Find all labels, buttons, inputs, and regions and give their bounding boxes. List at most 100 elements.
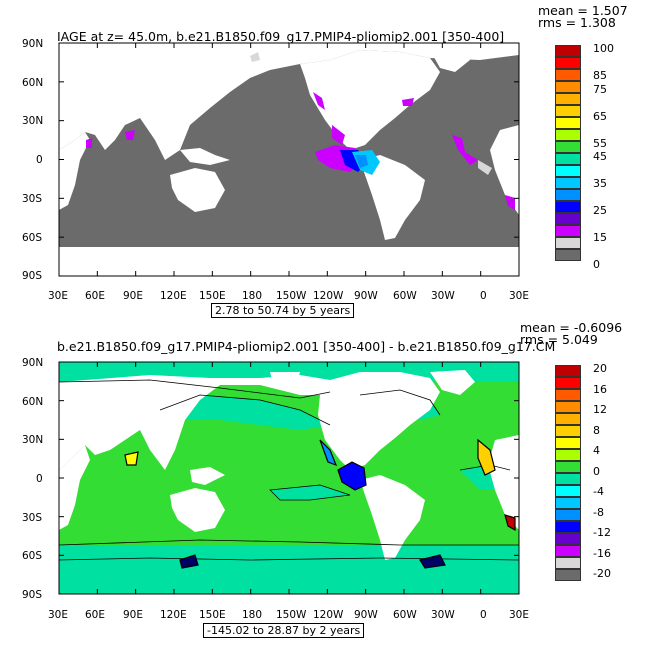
colorbar-swatch (555, 105, 581, 117)
panel2-lon-6: 150W (276, 609, 307, 621)
panel2-lon-3: 120E (160, 609, 187, 621)
panel2-coastal-anomalies (124, 438, 516, 569)
colorbar-label: 25 (593, 204, 607, 217)
panel1-ticks (58, 42, 520, 277)
panel1-range-label: 2.78 to 50.74 by 5 years (211, 303, 355, 318)
panel2-lon-9: 60W (393, 609, 417, 621)
panel1-lat-0: 90N (22, 38, 44, 50)
colorbar-swatch (555, 225, 581, 237)
colorbar-swatch (555, 557, 581, 569)
colorbar-swatch (555, 249, 581, 261)
colorbar-label: 0 (593, 464, 600, 478)
panel1-lat-4: 30S (22, 193, 43, 205)
colorbar-swatch (555, 533, 581, 545)
colorbar-swatch (555, 545, 581, 557)
panel2-lon-12: 30E (509, 609, 529, 621)
panel1-lat-6: 90S (22, 270, 43, 282)
panel2-lon-2: 90E (123, 609, 143, 621)
colorbar-label: -16 (593, 546, 611, 560)
panel1-lat-3: 0 (36, 154, 43, 166)
panel1-rms: rms = 1.308 (538, 15, 616, 30)
colorbar-label: 65 (593, 109, 607, 123)
colorbar-swatch (555, 473, 581, 485)
colorbar-label: 75 (593, 82, 607, 96)
panel1-land (59, 43, 519, 276)
colorbar-label: 100 (593, 42, 614, 55)
panel2-lat-2: 30N (22, 434, 44, 446)
panel1-lon-12: 30E (509, 290, 529, 302)
colorbar-label: 35 (593, 177, 607, 190)
panel2-lon-8: 90W (354, 609, 378, 621)
colorbar-label: 20 (593, 362, 607, 375)
colorbar-swatch (555, 117, 581, 129)
colorbar-swatch (555, 461, 581, 473)
panel1-lon-4: 150E (199, 290, 226, 302)
panel1-age-patches (86, 52, 515, 210)
panel2-title: b.e21.B1850.f09_g17.PMIP4-pliomip2.001 [… (57, 339, 556, 354)
panel2-lat-0: 90N (22, 357, 44, 369)
colorbar-label: 12 (593, 403, 607, 416)
colorbar-label: 55 (593, 136, 607, 150)
panel2-lon-11: 0 (480, 609, 487, 621)
panel1-lat-5: 60S (22, 232, 43, 244)
colorbar-swatch (555, 509, 581, 521)
colorbar-label: -20 (593, 567, 611, 580)
panel1-lon-0: 30E (48, 290, 68, 302)
panel1-lon-6: 150W (276, 290, 307, 302)
colorbar-swatch (555, 165, 581, 177)
colorbar-swatch (555, 389, 581, 401)
panel1-lon-7: 120W (313, 290, 344, 302)
colorbar-swatch (555, 201, 581, 213)
panel2-lon-7: 120W (313, 609, 344, 621)
colorbar-label: -4 (593, 485, 604, 498)
colorbar-swatch (555, 569, 581, 581)
colorbar-swatch (555, 57, 581, 69)
colorbar-swatch (555, 485, 581, 497)
panel1-lon-10: 30W (431, 290, 455, 302)
colorbar-swatch (555, 69, 581, 81)
colorbar-swatch (555, 425, 581, 437)
panel1-lon-3: 120E (160, 290, 187, 302)
colorbar-swatch (555, 365, 581, 377)
panel2-lat-4: 30S (22, 512, 43, 524)
panel1-title: IAGE at z= 45.0m, b.e21.B1850.f09_g17.PM… (57, 29, 505, 44)
colorbar-label: 0 (593, 258, 600, 271)
panel2-lon-5: 180 (242, 609, 263, 621)
panel2-range-label: -145.02 to 28.87 by 2 years (203, 623, 365, 638)
panel2-lon-4: 150E (199, 609, 226, 621)
panel2-ticks (58, 361, 520, 595)
colorbar-label: 4 (593, 444, 600, 457)
colorbar-swatch (555, 449, 581, 461)
colorbar-swatch (555, 129, 581, 141)
colorbar-swatch (555, 189, 581, 201)
panel1-lat-1: 60N (22, 77, 44, 89)
colorbar-label: 15 (593, 231, 607, 244)
panel2-lon-1: 60E (85, 609, 105, 621)
panel1-lon-8: 90W (354, 290, 378, 302)
colorbar-swatch (555, 377, 581, 389)
panel2-lat-6: 90S (22, 589, 43, 601)
panel1-lat-2: 30N (22, 115, 44, 127)
panel1-lon-9: 60W (393, 290, 417, 302)
colorbar-label: 16 (593, 382, 607, 396)
colorbar-label: -8 (593, 505, 604, 519)
colorbar-label: 8 (593, 423, 600, 437)
panel1-mean: mean = 1.507 (538, 3, 628, 18)
panel1-lon-2: 90E (123, 290, 143, 302)
colorbar-swatch (555, 141, 581, 153)
colorbar-swatch (555, 237, 581, 249)
panel1-lon-1: 60E (85, 290, 105, 302)
panel2-lat-1: 60N (22, 396, 44, 408)
panel1-lon-5: 180 (242, 290, 263, 302)
colorbar-swatch (555, 45, 581, 57)
colorbar-swatch (555, 437, 581, 449)
colorbar-swatch (555, 81, 581, 93)
colorbar-swatch (555, 521, 581, 533)
colorbar-swatch (555, 93, 581, 105)
colorbar-swatch (555, 497, 581, 509)
panel2-lon-0: 30E (48, 609, 68, 621)
panel1-lon-11: 0 (480, 290, 487, 302)
panel2-land (59, 370, 519, 560)
panel2-lon-10: 30W (431, 609, 455, 621)
